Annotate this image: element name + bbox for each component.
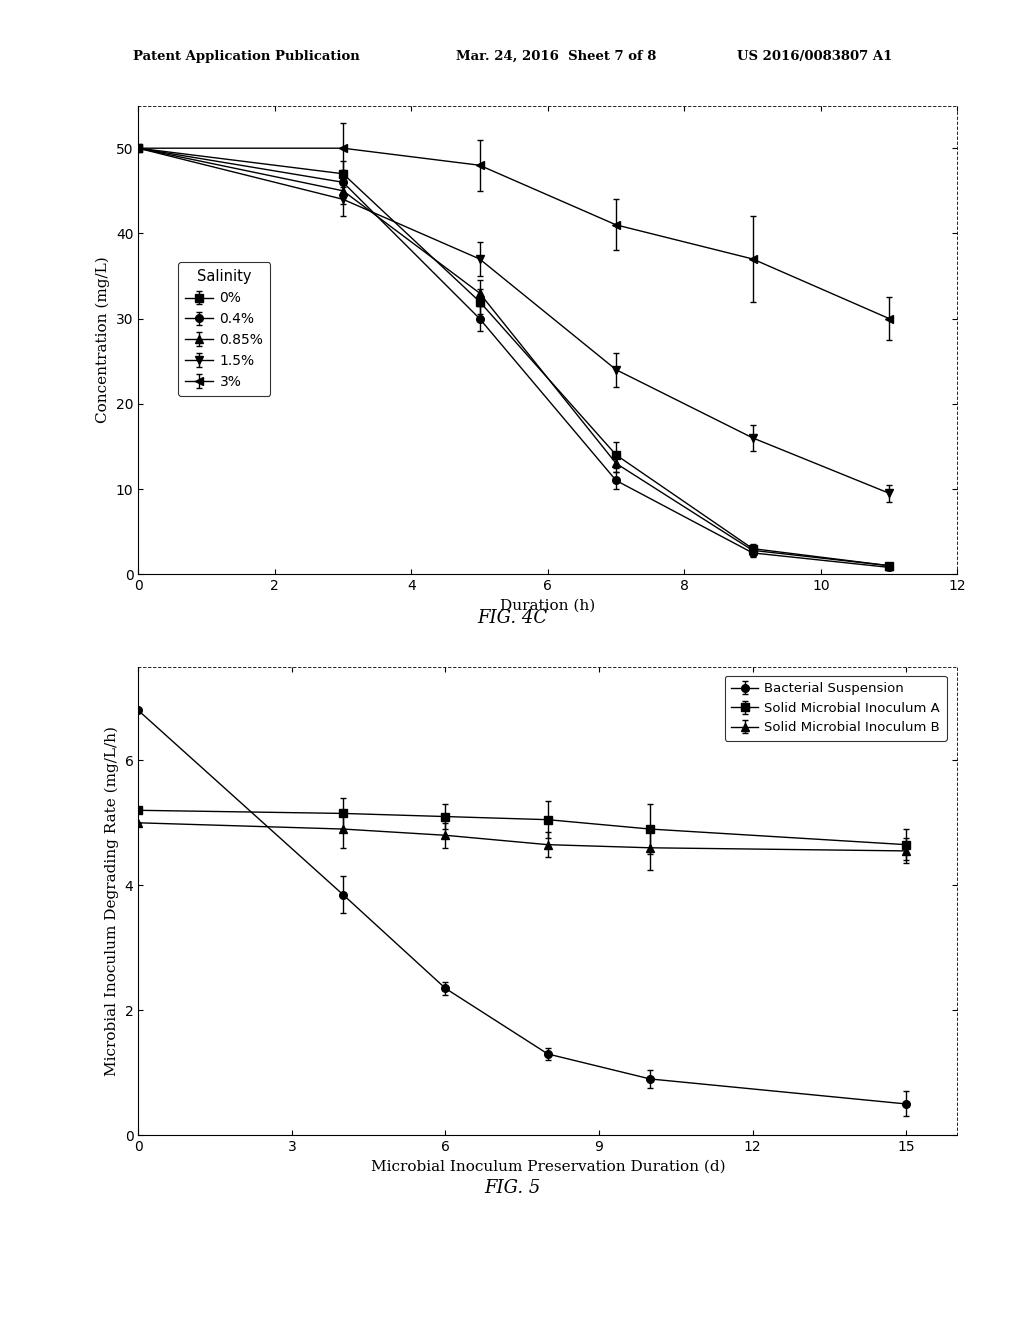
Y-axis label: Microbial Inoculum Degrading Rate (mg/L/h): Microbial Inoculum Degrading Rate (mg/L/… (104, 726, 119, 1076)
X-axis label: Microbial Inoculum Preservation Duration (d): Microbial Inoculum Preservation Duration… (371, 1159, 725, 1173)
Text: FIG. 4C: FIG. 4C (477, 609, 547, 627)
Text: US 2016/0083807 A1: US 2016/0083807 A1 (737, 50, 893, 63)
Y-axis label: Concentration (mg/L): Concentration (mg/L) (96, 256, 111, 424)
Legend: 0%, 0.4%, 0.85%, 1.5%, 3%: 0%, 0.4%, 0.85%, 1.5%, 3% (178, 263, 270, 396)
Text: FIG. 5: FIG. 5 (483, 1179, 541, 1197)
X-axis label: Duration (h): Duration (h) (500, 598, 596, 612)
Text: Mar. 24, 2016  Sheet 7 of 8: Mar. 24, 2016 Sheet 7 of 8 (456, 50, 656, 63)
Text: Patent Application Publication: Patent Application Publication (133, 50, 359, 63)
Legend: Bacterial Suspension, Solid Microbial Inoculum A, Solid Microbial Inoculum B: Bacterial Suspension, Solid Microbial In… (725, 676, 947, 741)
